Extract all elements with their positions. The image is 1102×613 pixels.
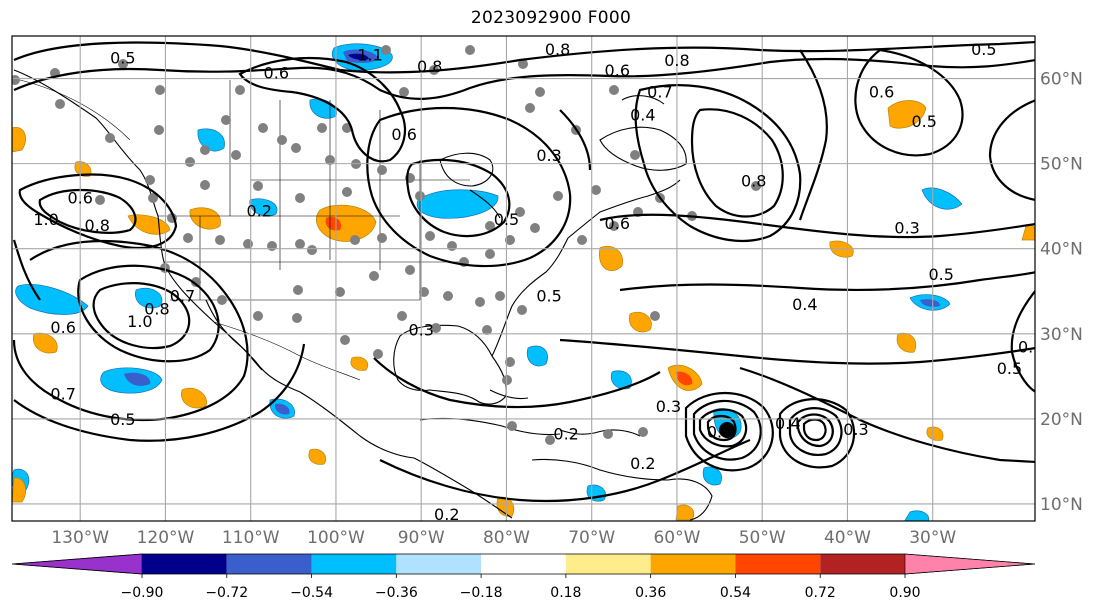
lat-tick-label: 60°N <box>1040 70 1083 90</box>
contour-label: 1.0 <box>33 210 58 229</box>
lon-tick-label: 50°W <box>739 528 786 548</box>
contour-label: 0.5 <box>494 210 519 229</box>
lon-tick-label: 120°W <box>137 528 195 548</box>
contour-label: 0.4 <box>792 295 817 314</box>
contour-labels: 0.5 0.6 1.1 0.8 0.8 0.8 0.6 0.7 0.4 0.5 0.6 0.5 0.6 0… <box>33 40 1043 524</box>
lon-tick-label: 90°W <box>398 528 445 548</box>
contour-label: 0.6 <box>67 189 92 208</box>
map-title: 2023092900 F000 <box>470 8 632 28</box>
contour-label: 0.5 <box>536 287 561 306</box>
colorbar-swatch <box>311 554 397 574</box>
colorbar-extend-max <box>904 553 1036 575</box>
cyclone-center-marker <box>719 422 735 438</box>
contour-label: 0.5 <box>707 423 732 442</box>
contour-label: 0.8 <box>144 299 169 318</box>
contour-lines <box>12 40 1035 503</box>
contour-label: 0.5 <box>110 410 135 429</box>
colorbar-tick-label: 0.72 <box>805 585 836 601</box>
gridlines <box>12 36 1035 521</box>
colorbar-swatch <box>142 554 227 574</box>
contour-label: 0.6 <box>869 82 894 101</box>
contour-label: 0.7 <box>170 287 195 306</box>
contour-label: 0.2 <box>246 201 271 220</box>
colorbar-swatch <box>565 554 651 574</box>
colorbar <box>11 553 1036 575</box>
contour-label: 0.4 <box>775 414 800 433</box>
colorbar-extend-min <box>11 553 143 575</box>
contour-label: 0.8 <box>664 51 689 70</box>
colorbar-tick-label: 0.18 <box>550 585 581 601</box>
map-frame <box>11 35 1036 522</box>
lon-tick-label: 100°W <box>307 528 365 548</box>
lat-tick-label: 20°N <box>1040 410 1083 430</box>
contour-label: 0.6 <box>605 61 630 80</box>
land-outlines <box>13 69 713 521</box>
observation-sites <box>12 45 761 445</box>
contour-label: 0.8 <box>741 172 766 191</box>
contour-label: 0.3 <box>894 218 919 237</box>
contour-label: 1.0 <box>127 312 152 331</box>
colorbar-tick-label: −0.18 <box>460 585 503 601</box>
colorbar-tick-label: −0.90 <box>121 585 164 601</box>
contour-label: 0.5 <box>110 48 135 67</box>
contour-label: 0.5 <box>997 359 1022 378</box>
contour-label: 0.2 <box>434 505 459 524</box>
colorbar-swatch <box>820 554 905 574</box>
colorbar-tick-label: −0.36 <box>375 585 418 601</box>
contour-label: 0.8 <box>85 216 110 235</box>
contour-label: 0.5 <box>928 265 953 284</box>
colorbar-swatch <box>650 554 736 574</box>
colorbar-tick-label: −0.72 <box>205 585 248 601</box>
lon-tick-label: 70°W <box>568 528 615 548</box>
colorbar-swatch <box>481 554 566 574</box>
contour-label: 0.7 <box>647 82 672 101</box>
lat-tick-label: 30°N <box>1040 325 1083 345</box>
latitude-axis-labels: 60°N 50°N 40°N 30°N 20°N 10°N <box>1040 70 1083 515</box>
contour-label: 0.6 <box>605 214 630 233</box>
colorbar-tick-label: 0.36 <box>635 585 666 601</box>
contour-label: 0.3 <box>843 420 868 439</box>
lat-tick-label: 40°N <box>1040 240 1083 260</box>
contour-label: 0.4 <box>630 105 655 124</box>
lat-tick-label: 50°N <box>1040 155 1083 175</box>
lon-tick-label: 30°W <box>909 528 956 548</box>
lat-tick-label: 10°N <box>1040 495 1083 515</box>
contour-label: 0.2 <box>553 424 578 443</box>
lon-tick-label: 110°W <box>222 528 280 548</box>
colorbar-tick-label: 0.90 <box>889 585 920 601</box>
lon-tick-label: 130°W <box>51 528 109 548</box>
contour-label: 1.1 <box>357 46 382 65</box>
map-panel: 0.5 0.6 1.1 0.8 0.8 0.8 0.6 0.7 0.4 0.5 0.6 0.5 0.6 0… <box>12 36 1043 524</box>
contour-label: 0.5 <box>911 112 936 131</box>
colorbar-swatch <box>735 554 821 574</box>
colorbar-swatch <box>226 554 312 574</box>
colorbar-tick-label: 0.54 <box>720 585 751 601</box>
contour-label: 0.8 <box>417 57 442 76</box>
longitude-axis-labels: 130°W 120°W 110°W 100°W 90°W 80°W 70°W 60°W 50°W… <box>51 528 956 548</box>
contour-label: 0.2 <box>630 454 655 473</box>
contour-label: 0.3 <box>1018 338 1043 357</box>
colorbar-tick-labels: −0.90 −0.72 −0.54 −0.36 −0.18 0.18 0.36 0.54 0.7… <box>121 574 921 601</box>
contour-label: 0.3 <box>408 321 433 340</box>
contour-label: 0.8 <box>545 40 570 59</box>
contour-label: 0.3 <box>656 397 681 416</box>
lon-tick-label: 80°W <box>483 528 530 548</box>
lon-tick-label: 60°W <box>653 528 700 548</box>
contour-label: 0.6 <box>391 125 416 144</box>
colorbar-swatch <box>396 554 482 574</box>
contour-label: 0.7 <box>50 384 75 403</box>
contour-label: 0.6 <box>50 318 75 337</box>
contour-label: 0.5 <box>971 40 996 59</box>
lon-tick-label: 40°W <box>824 528 871 548</box>
contour-label: 0.6 <box>264 64 289 83</box>
contour-label: 0.3 <box>536 146 561 165</box>
colorbar-tick-label: −0.54 <box>290 585 333 601</box>
